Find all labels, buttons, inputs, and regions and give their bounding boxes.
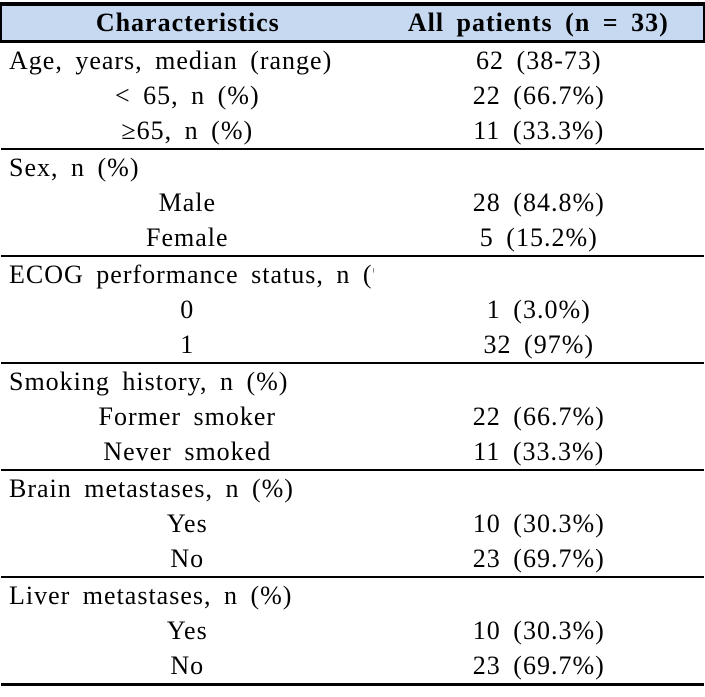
table-row: Former smoker 22 (66.7%) xyxy=(1,399,704,434)
row-sublabel: No xyxy=(1,541,374,578)
row-value: 10 (30.3%) xyxy=(472,615,605,645)
table-row: Female 5 (15.2%) xyxy=(1,220,704,257)
table-row: Male 28 (84.8%) xyxy=(1,185,704,220)
row-sublabel: No xyxy=(1,648,374,686)
column-header-all-patients: All patients (n = 33) xyxy=(373,2,705,43)
table-row: Brain metastases, n (%) xyxy=(1,470,704,506)
row-sublabel: 1 xyxy=(1,327,374,364)
row-sublabel: Yes xyxy=(166,615,208,645)
row-value: 28 (84.8%) xyxy=(472,187,605,217)
table-row: Liver metastases, n (%) xyxy=(1,577,704,613)
table-body: Age, years, median (range) 62 (38-73) < 65… xyxy=(1,42,704,686)
table-row: Smoking history, n (%) xyxy=(1,363,704,399)
table-row: 0 1 (3.0%) xyxy=(1,292,704,327)
row-sublabel: Yes xyxy=(166,508,208,538)
row-value xyxy=(374,470,704,506)
row-sublabel: ≥65, n (%) xyxy=(1,113,374,150)
row-sublabel: < 65, n (%) xyxy=(114,80,260,110)
table-row: Yes 10 (30.3%) xyxy=(1,506,704,541)
row-sublabel: Male xyxy=(158,187,216,217)
row-sublabel: 0 xyxy=(180,294,195,324)
row-value: 11 (33.3%) xyxy=(373,434,704,471)
column-header-characteristics: Characteristics xyxy=(0,2,374,43)
table-row: Never smoked 11 (33.3%) xyxy=(1,434,704,471)
row-value xyxy=(374,577,704,613)
row-value: 32 (97%) xyxy=(373,327,704,364)
row-section-label: Sex, n (%) xyxy=(9,152,140,182)
table-row: Age, years, median (range) 62 (38-73) xyxy=(1,42,704,79)
row-value xyxy=(374,363,704,399)
row-value xyxy=(374,256,704,292)
table-row: No 23 (69.7%) xyxy=(1,648,704,686)
row-sublabel: Former smoker xyxy=(98,401,277,431)
table-row: Yes 10 (30.3%) xyxy=(1,613,704,648)
table-row: No 23 (69.7%) xyxy=(1,541,704,578)
row-section-label: Brain metastases, n (%) xyxy=(9,473,294,503)
row-section-label: Liver metastases, n (%) xyxy=(9,580,293,610)
row-value xyxy=(374,149,704,185)
table-header-row: Characteristics All patients (n = 33) xyxy=(0,2,705,43)
row-section-label: Age, years, median (range) xyxy=(9,45,333,75)
row-value: 22 (66.7%) xyxy=(472,80,605,110)
row-value: 11 (33.3%) xyxy=(373,113,704,150)
table-row: < 65, n (%) 22 (66.7%) xyxy=(1,78,704,113)
table-row: 1 32 (97%) xyxy=(1,327,704,364)
row-value: 22 (66.7%) xyxy=(472,401,605,431)
table-row: ≥65, n (%) 11 (33.3%) xyxy=(1,113,704,150)
row-value: 23 (69.7%) xyxy=(373,648,704,686)
row-value: 23 (69.7%) xyxy=(373,541,704,578)
row-section-label: ECOG performance status, n (%) xyxy=(9,259,374,289)
table-row: Sex, n (%) xyxy=(1,149,704,185)
row-value: 5 (15.2%) xyxy=(373,220,704,257)
row-value: 62 (38-73) xyxy=(476,45,602,75)
row-section-label: Smoking history, n (%) xyxy=(9,366,289,396)
row-value: 1 (3.0%) xyxy=(486,294,591,324)
row-value: 10 (30.3%) xyxy=(472,508,605,538)
row-sublabel: Never smoked xyxy=(1,434,374,471)
row-sublabel: Female xyxy=(1,220,374,257)
table-row: ECOG performance status, n (%) xyxy=(1,256,704,292)
